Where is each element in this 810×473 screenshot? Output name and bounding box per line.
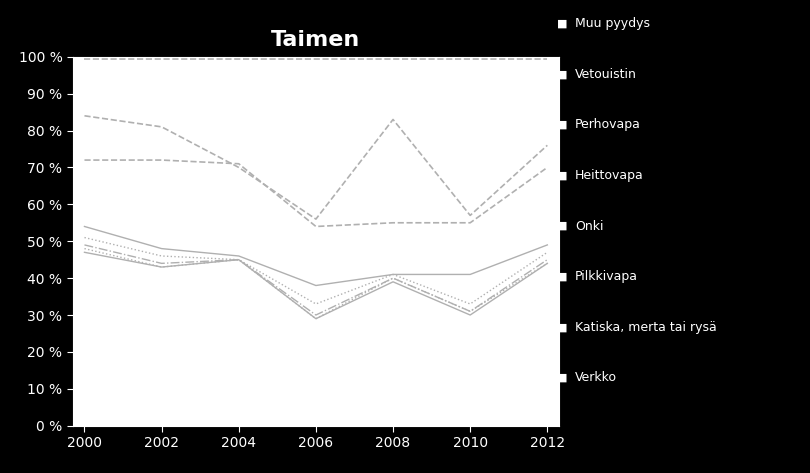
Verkko [388, 279, 398, 285]
Line: Perhovapa: Perhovapa [84, 160, 548, 227]
Onki [311, 301, 321, 307]
Onki [543, 249, 552, 255]
Katiska, merta tai rysä [465, 308, 475, 314]
Vetouistin [79, 113, 89, 119]
Text: ■: ■ [556, 170, 567, 181]
Verkko [234, 257, 244, 263]
Text: ■: ■ [556, 69, 567, 79]
Katiska, merta tai rysä [311, 316, 321, 322]
Verkko [465, 312, 475, 318]
Verkko [543, 261, 552, 266]
Text: ■: ■ [556, 272, 567, 282]
Pilkkivapa [79, 242, 89, 248]
Perhovapa [79, 157, 89, 163]
Katiska, merta tai rysä [157, 264, 167, 270]
Muu pyydys [311, 56, 321, 61]
Muu pyydys [157, 56, 167, 61]
Muu pyydys [543, 56, 552, 61]
Text: Verkko: Verkko [575, 371, 617, 385]
Onki [157, 253, 167, 259]
Katiska, merta tai rysä [543, 261, 552, 266]
Onki [388, 272, 398, 277]
Heittovapa [388, 272, 398, 277]
Line: Pilkkivapa: Pilkkivapa [84, 245, 548, 315]
Onki [465, 301, 475, 307]
Vetouistin [543, 142, 552, 148]
Pilkkivapa [157, 261, 167, 266]
Verkko [311, 316, 321, 322]
Muu pyydys [79, 56, 89, 61]
Line: Verkko: Verkko [84, 252, 548, 319]
Text: Vetouistin: Vetouistin [575, 68, 637, 81]
Line: Onki: Onki [84, 237, 548, 304]
Muu pyydys [388, 56, 398, 61]
Perhovapa [388, 220, 398, 226]
Onki [234, 257, 244, 263]
Vetouistin [157, 124, 167, 130]
Katiska, merta tai rysä [388, 275, 398, 281]
Heittovapa [311, 283, 321, 289]
Vetouistin [311, 216, 321, 222]
Verkko [157, 264, 167, 270]
Text: Onki: Onki [575, 219, 603, 233]
Line: Katiska, merta tai rysä: Katiska, merta tai rysä [84, 249, 548, 319]
Pilkkivapa [311, 312, 321, 318]
Muu pyydys [234, 56, 244, 61]
Text: ■: ■ [556, 120, 567, 130]
Text: Katiska, merta tai rysä: Katiska, merta tai rysä [575, 321, 717, 334]
Text: ■: ■ [556, 221, 567, 231]
Text: Pilkkivapa: Pilkkivapa [575, 270, 638, 283]
Vetouistin [234, 165, 244, 170]
Text: Muu pyydys: Muu pyydys [575, 17, 650, 30]
Perhovapa [465, 220, 475, 226]
Heittovapa [79, 224, 89, 229]
Text: Perhovapa: Perhovapa [575, 118, 641, 131]
Text: Heittovapa: Heittovapa [575, 169, 644, 182]
Katiska, merta tai rysä [79, 246, 89, 252]
Vetouistin [388, 117, 398, 123]
Line: Vetouistin: Vetouistin [84, 116, 548, 219]
Line: Heittovapa: Heittovapa [84, 227, 548, 286]
Heittovapa [234, 253, 244, 259]
Katiska, merta tai rysä [234, 257, 244, 263]
Muu pyydys [465, 56, 475, 61]
Pilkkivapa [543, 257, 552, 263]
Text: ■: ■ [556, 373, 567, 383]
Verkko [79, 249, 89, 255]
Pilkkivapa [234, 257, 244, 263]
Heittovapa [465, 272, 475, 277]
Pilkkivapa [465, 308, 475, 314]
Vetouistin [465, 212, 475, 218]
Heittovapa [157, 246, 167, 252]
Heittovapa [543, 242, 552, 248]
Perhovapa [543, 165, 552, 170]
Onki [79, 235, 89, 240]
Text: ■: ■ [556, 322, 567, 333]
Perhovapa [157, 157, 167, 163]
Perhovapa [311, 224, 321, 229]
Perhovapa [234, 161, 244, 166]
Text: ■: ■ [556, 18, 567, 29]
Pilkkivapa [388, 275, 398, 281]
Title: Taimen: Taimen [271, 30, 360, 50]
